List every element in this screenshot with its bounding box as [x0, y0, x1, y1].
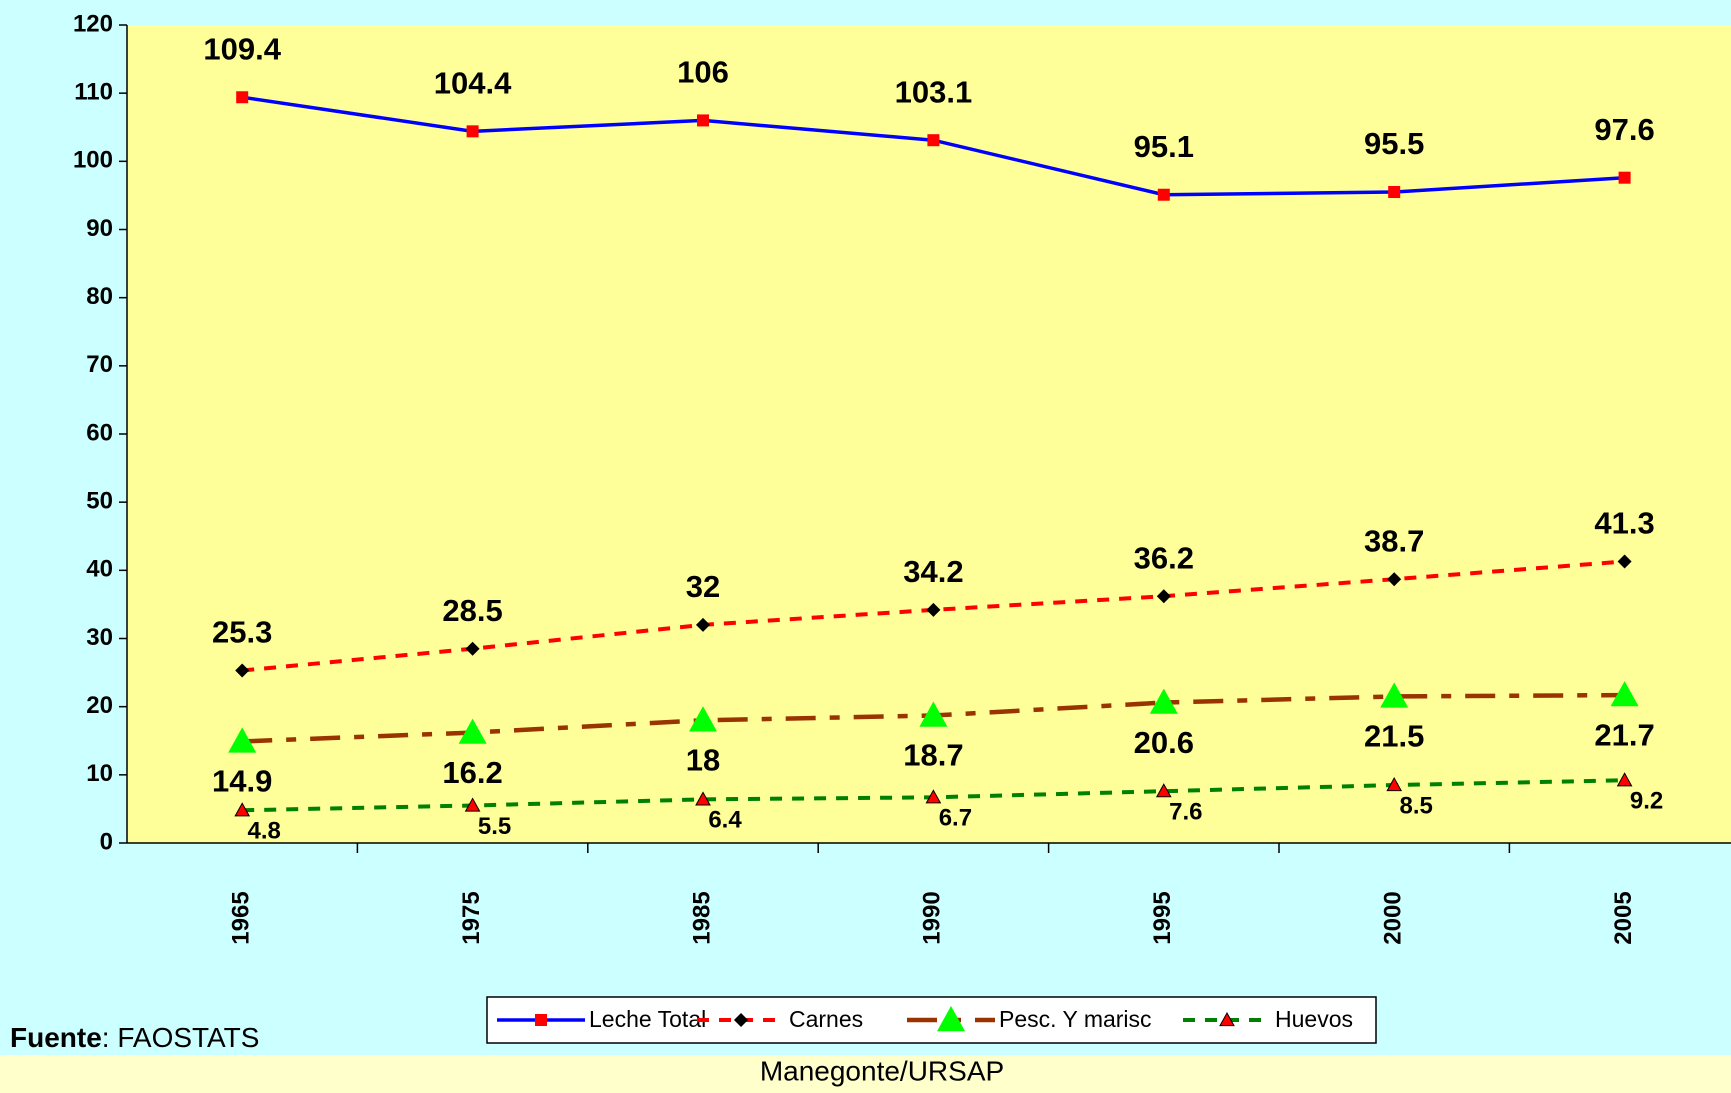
data-label: 104.4 [434, 66, 512, 101]
data-label: 5.5 [478, 813, 511, 840]
data-label: 95.1 [1134, 129, 1194, 164]
marker [1149, 688, 1178, 714]
x-tick-label: 1985 [688, 891, 715, 944]
data-label: 106 [677, 55, 729, 90]
marker [1387, 572, 1402, 587]
marker [689, 706, 717, 732]
y-tick-label: 70 [86, 351, 113, 378]
source-label: Fuente [10, 1022, 102, 1053]
legend-label: Huevos [1275, 1006, 1353, 1032]
data-label: 16.2 [442, 755, 502, 790]
data-label: 103.1 [895, 74, 973, 109]
marker [1155, 783, 1172, 798]
y-tick-label: 10 [86, 760, 113, 787]
marker [1156, 589, 1171, 604]
data-label: 18.7 [903, 738, 963, 773]
data-label: 4.8 [248, 818, 281, 845]
data-label: 9.2 [1630, 788, 1663, 815]
legend-label: Carnes [789, 1006, 863, 1032]
marker [1616, 772, 1633, 787]
y-tick-label: 30 [86, 624, 113, 651]
x-tick-label: 2005 [1610, 891, 1637, 944]
marker [697, 114, 709, 127]
marker [234, 802, 251, 817]
marker [937, 1006, 965, 1032]
data-label: 14.9 [212, 764, 272, 799]
y-tick-label: 110 [74, 79, 113, 106]
marker [235, 663, 250, 678]
x-tick-label: 1975 [458, 891, 485, 944]
x-tick-label: 1995 [1149, 891, 1176, 944]
data-label: 36.2 [1134, 540, 1194, 575]
marker [465, 641, 480, 656]
marker [1219, 1011, 1235, 1027]
x-tick-label: 1990 [919, 891, 946, 944]
marker [458, 718, 487, 744]
data-label: 8.5 [1400, 792, 1433, 819]
data-label: 34.2 [903, 554, 963, 589]
y-tick-label: 0 [100, 828, 113, 855]
marker [236, 91, 249, 104]
marker [228, 727, 257, 753]
marker [919, 701, 948, 727]
y-tick-label: 40 [86, 556, 113, 583]
data-label: 7.6 [1169, 799, 1202, 826]
marker [535, 1014, 547, 1026]
data-label: 21.5 [1364, 719, 1424, 754]
legend-label: Leche Total [589, 1006, 706, 1032]
data-label: 32 [686, 569, 720, 604]
y-tick-label: 90 [86, 215, 113, 242]
marker [926, 602, 941, 617]
data-label: 109.4 [203, 31, 281, 66]
marker [927, 134, 940, 147]
marker [1618, 171, 1631, 184]
y-tick-label: 80 [86, 283, 113, 310]
marker [464, 797, 481, 812]
marker [696, 617, 710, 632]
data-label: 25.3 [212, 615, 272, 650]
y-tick-label: 50 [86, 488, 113, 515]
credit: Manegonte/URSAP [760, 1055, 1004, 1086]
data-label: 38.7 [1364, 523, 1424, 558]
marker [1610, 681, 1639, 707]
y-tick-label: 100 [73, 147, 113, 174]
x-tick-label: 2000 [1380, 891, 1407, 944]
marker [1157, 188, 1170, 201]
y-tick-label: 120 [73, 10, 113, 37]
x-tick-label: 1965 [228, 891, 255, 944]
data-label: 41.3 [1594, 506, 1654, 541]
data-label: 97.6 [1594, 112, 1654, 147]
legend-label: Pesc. Y marisc [999, 1006, 1152, 1032]
data-label: 95.5 [1364, 126, 1424, 161]
y-tick-label: 60 [86, 419, 113, 446]
marker [1617, 554, 1632, 569]
marker [1388, 186, 1401, 199]
marker [925, 789, 942, 804]
source: Fuente: FAOSTATS [10, 1022, 259, 1053]
marker [1386, 777, 1403, 792]
footer-band [0, 1055, 1731, 1093]
marker [1380, 682, 1409, 708]
marker [734, 1013, 748, 1027]
data-label: 20.6 [1134, 725, 1194, 760]
marker [466, 125, 479, 138]
data-label: 21.7 [1594, 717, 1654, 752]
data-label: 18 [686, 742, 720, 777]
data-label: 6.7 [939, 805, 972, 832]
y-tick-label: 20 [86, 692, 113, 719]
marker [695, 791, 711, 806]
source-text: : FAOSTATS [102, 1022, 260, 1053]
plot-area [127, 25, 1731, 843]
data-label: 28.5 [442, 593, 502, 628]
data-label: 6.4 [708, 807, 742, 834]
